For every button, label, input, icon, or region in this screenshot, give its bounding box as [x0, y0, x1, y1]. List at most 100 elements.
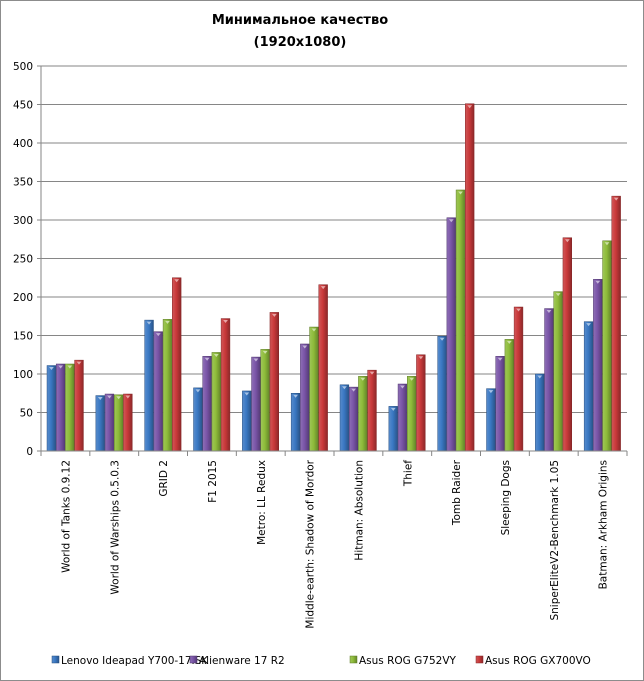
chart-subtitle: (1920x1080) [254, 35, 347, 50]
bar [602, 240, 612, 452]
bar [290, 393, 301, 452]
bar [544, 308, 554, 452]
y-tick-label: 250 [13, 254, 33, 266]
bar-cap [116, 396, 122, 400]
bar-cap [165, 320, 170, 324]
y-tick-label: 400 [13, 138, 33, 150]
legend-swatch [475, 655, 484, 664]
x-axis-labels: World of Tanks 0.9.12 World of Warships 0… [60, 459, 609, 628]
bar-cap [448, 219, 454, 223]
bar [416, 354, 426, 452]
bar-group [583, 195, 621, 452]
bar-group [95, 393, 133, 452]
bar-cap [555, 293, 561, 297]
bar-cap [253, 358, 259, 362]
bar [388, 406, 398, 452]
bar [202, 356, 212, 452]
y-tick-label: 500 [13, 61, 33, 73]
x-tick-label: Batman: Arkham Origins [598, 460, 610, 589]
bar-cap [213, 353, 219, 357]
bar [251, 356, 261, 452]
bar-cap [76, 361, 82, 365]
bar-group [535, 237, 573, 452]
bar-cap [342, 386, 347, 390]
bar-cap [311, 328, 317, 332]
bar-cap [67, 365, 73, 369]
bar-cap [613, 197, 619, 201]
bar-cap [586, 323, 591, 327]
bar [242, 390, 252, 452]
bar-cap [107, 395, 112, 399]
legend-swatch [51, 655, 60, 664]
bar [309, 326, 319, 452]
bar [486, 388, 496, 452]
legend-label: Alienware 17 R2 [199, 655, 285, 667]
bar-group [242, 312, 280, 452]
y-tick-label: 300 [13, 215, 33, 227]
bar-cap [546, 310, 552, 314]
bar [220, 318, 231, 452]
bar-cap [146, 321, 152, 325]
bar [269, 312, 280, 452]
y-tick-label: 350 [13, 177, 33, 189]
bar [437, 336, 447, 452]
bar-cap [302, 345, 308, 349]
chart-title: Минимальное качество [212, 13, 388, 28]
bar [495, 356, 505, 452]
bar [318, 284, 328, 452]
legend-label: Asus ROG GX700VO [485, 655, 591, 667]
bar-cap [506, 340, 512, 344]
bar [562, 237, 573, 452]
y-tick-label: 50 [20, 408, 33, 420]
bar [504, 339, 514, 452]
x-tick-label: Sleeping Dogs [500, 460, 512, 535]
bar [300, 343, 310, 452]
bar-cap [409, 377, 415, 381]
gridlines [41, 65, 627, 413]
bar [260, 349, 270, 452]
bar-cap [125, 395, 131, 399]
bar [446, 217, 456, 452]
bar [114, 394, 124, 452]
bar-group [144, 277, 182, 452]
bar [583, 321, 594, 452]
bar [123, 393, 133, 452]
bar [535, 373, 545, 452]
bar-cap [293, 394, 298, 398]
bar-cap [497, 357, 503, 361]
legend-label: Asus ROG G752VY [359, 655, 457, 667]
bar-cap [174, 279, 180, 283]
bar [172, 277, 182, 452]
bar-cap [390, 407, 396, 411]
bar [46, 365, 57, 452]
bar-group [290, 284, 328, 452]
legend-swatch [349, 655, 358, 664]
legend-label: Lenovo Ideapad Y700-17ISK [61, 655, 209, 667]
bar-group [46, 359, 84, 452]
bar-cap [369, 371, 375, 375]
bars [46, 103, 621, 452]
x-tick-label: Thief [402, 460, 414, 487]
bar [593, 279, 603, 452]
bar-cap [195, 389, 201, 393]
bar-group [437, 103, 475, 452]
bar [339, 384, 350, 452]
x-tick-label: Metro: LL Redux [256, 460, 268, 545]
bar-cap [58, 365, 64, 369]
y-tick-label: 200 [13, 292, 33, 304]
y-tick-label: 450 [13, 100, 33, 112]
bar-cap [458, 191, 463, 195]
bar-cap [400, 385, 405, 389]
bar-cap [604, 242, 610, 246]
legend-item: Asus ROG G752VY [349, 655, 457, 667]
bar-cap [223, 320, 228, 324]
bar [407, 376, 417, 452]
bar-group [388, 354, 426, 452]
bar-group [339, 369, 377, 452]
x-tick-label: F1 2015 [207, 460, 219, 503]
bar-cap [537, 375, 543, 379]
bar-cap [97, 397, 103, 401]
bar [162, 319, 173, 452]
y-tick-label: 150 [13, 331, 33, 343]
x-tick-label: World of Warships 0.5.0.3 [109, 460, 121, 595]
